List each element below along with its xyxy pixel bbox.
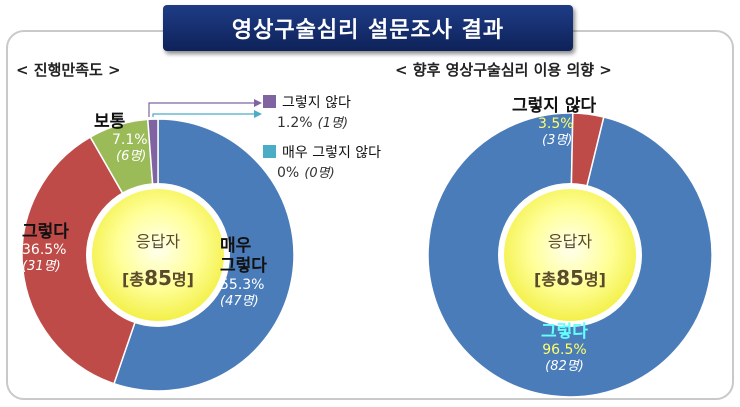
center-line2: [총85명]	[534, 266, 606, 290]
center-line2: [총85명]	[122, 266, 194, 290]
chart2-label-yes: 그렇다 96.5% (82명)	[541, 322, 588, 375]
chart2-label-no: 그렇지 않다 3.5% (3명)	[512, 96, 597, 149]
pie-slice-0	[427, 112, 713, 398]
legend-very-not-satisfied: 매우 그렇지 않다 0% (0명)	[263, 145, 381, 182]
chart1-label-satisfied: 그렇다 36.5% (31명)	[22, 222, 69, 275]
chart1-center-label: 응답자 [총85명]	[98, 228, 218, 290]
chart1-label-very-satisfied: 매우 그렇다 55.3% (47명)	[220, 236, 267, 309]
leader-arrow-not-satisfied	[254, 99, 262, 107]
legend-not-satisfied: 그렇지 않다 1.2% (1명)	[263, 95, 351, 132]
chart2-center-disc	[504, 189, 636, 321]
teal-square-icon	[263, 145, 276, 158]
center-line1: 응답자	[547, 232, 593, 251]
chart1-title: < 진행만족도 >	[16, 61, 121, 79]
chart2-title: < 향후 영상구술심리 이용 의향 >	[395, 61, 612, 79]
leader-line-very-not-satisfied	[152, 113, 254, 117]
leader-arrow-very-not-satisfied	[254, 110, 262, 118]
chart1-label-neutral: 보통 7.1% (6명)	[94, 112, 148, 165]
chart1-center-disc	[92, 189, 224, 321]
page-title: 영상구술심리 설문조사 결과	[163, 5, 573, 51]
chart2-center-label: 응답자 [총85명]	[510, 228, 630, 290]
leader-line-not-satisfied	[148, 102, 254, 117]
purple-square-icon	[263, 95, 276, 108]
center-line1: 응답자	[135, 232, 181, 251]
